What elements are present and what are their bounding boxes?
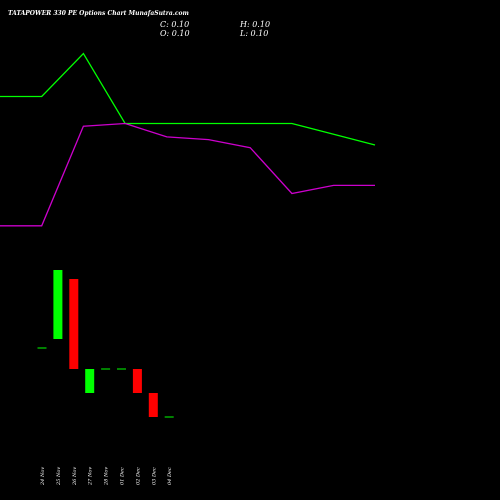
date-tick-label: 28 Nov: [104, 467, 110, 486]
candle-7: [132, 369, 142, 393]
candle-4: [85, 369, 95, 393]
candle-3: [69, 279, 79, 369]
ma-line-2: [0, 122, 375, 227]
date-tick-label: 02 Dec: [135, 467, 141, 485]
date-tick-label: 24 Nov: [40, 467, 46, 486]
date-tick-label: 26 Nov: [72, 467, 78, 486]
date-tick-label: 04 Dec: [167, 467, 173, 485]
date-tick-label: 01 Dec: [120, 467, 126, 485]
date-tick-label: 03 Dec: [151, 467, 157, 485]
low-value: L: 0.10: [240, 29, 269, 38]
high-value: H: 0.10: [240, 20, 271, 29]
close-value: C: 0.10: [160, 20, 190, 29]
chart-title: TATAPOWER 330 PE Options Chart MunafaSut…: [8, 10, 189, 17]
ma-line-1: [0, 52, 376, 146]
open-value: O: 0.10: [160, 29, 190, 38]
date-tick-label: 25 Nov: [56, 467, 62, 486]
candle-8: [148, 393, 158, 417]
candle-2: [53, 270, 63, 339]
date-tick-label: 27 Nov: [88, 467, 94, 486]
